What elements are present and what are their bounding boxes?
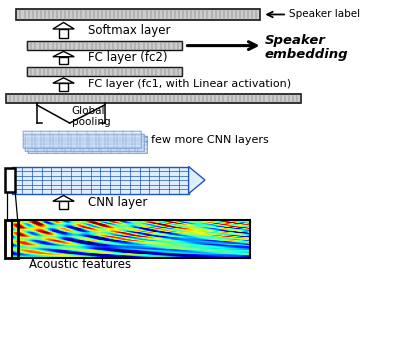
Bar [16, 9, 260, 20]
Text: CNN layer: CNN layer [88, 196, 147, 209]
Text: FC layer (fc2): FC layer (fc2) [88, 51, 167, 64]
Bar [58, 83, 68, 90]
Text: Softmax layer: Softmax layer [88, 24, 170, 37]
Bar [28, 136, 147, 153]
Text: few more CNN layers: few more CNN layers [151, 135, 268, 145]
Bar [22, 131, 141, 148]
Bar [12, 167, 188, 194]
Text: FC layer (fc1, with Linear activation): FC layer (fc1, with Linear activation) [88, 79, 290, 89]
Text: Acoustic features: Acoustic features [29, 258, 131, 272]
Polygon shape [53, 22, 74, 29]
Polygon shape [53, 78, 74, 83]
Bar [27, 41, 182, 50]
Text: :: : [143, 133, 148, 146]
Bar [12, 220, 249, 258]
Text: Speaker
embedding: Speaker embedding [264, 34, 347, 60]
Bar [58, 201, 68, 209]
Polygon shape [53, 195, 74, 201]
Bar [5, 220, 18, 258]
Text: Global
pooling: Global pooling [72, 106, 110, 127]
Bar [5, 168, 15, 192]
Bar [27, 67, 182, 76]
Text: Speaker label: Speaker label [288, 9, 359, 20]
Bar [6, 94, 301, 103]
Bar [25, 134, 144, 151]
Polygon shape [188, 167, 204, 194]
Bar [58, 29, 68, 38]
Bar [58, 57, 68, 64]
Polygon shape [53, 51, 74, 57]
